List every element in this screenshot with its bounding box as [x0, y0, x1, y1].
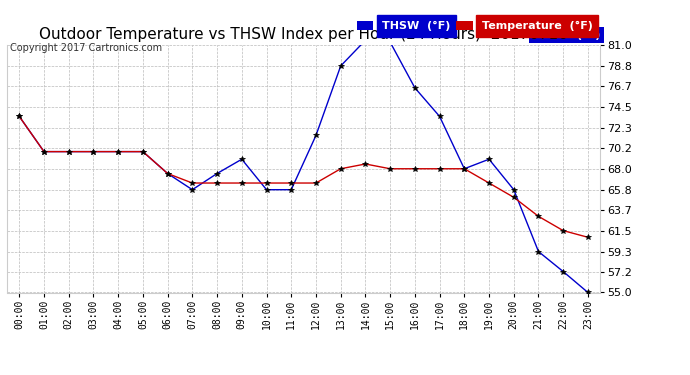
Title: Outdoor Temperature vs THSW Index per Hour (24 Hours)  20170716: Outdoor Temperature vs THSW Index per Ho… [39, 27, 568, 42]
Text: THSW  (°F): THSW (°F) [532, 30, 600, 40]
Legend: THSW  (°F), Temperature  (°F): THSW (°F), Temperature (°F) [355, 18, 595, 33]
Text: Copyright 2017 Cartronics.com: Copyright 2017 Cartronics.com [10, 43, 162, 52]
